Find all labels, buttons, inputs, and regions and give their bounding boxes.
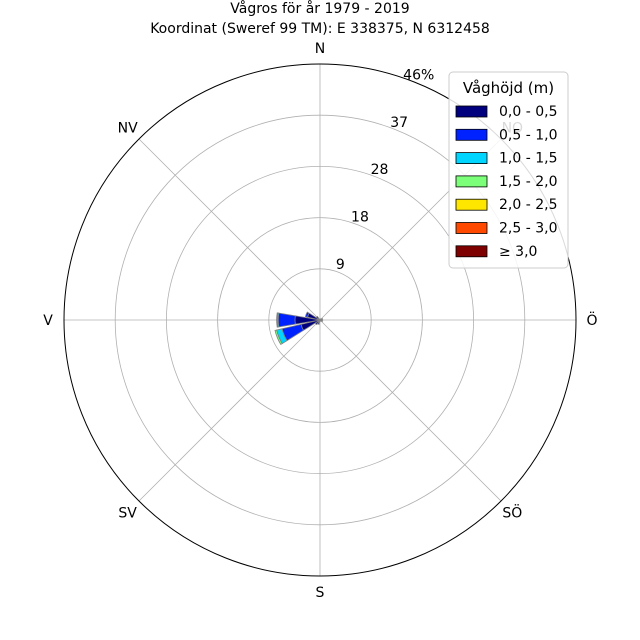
chart-subtitle: Koordinat (Sweref 99 TM): E 338375, N 63…	[150, 21, 490, 37]
sector-bar	[277, 312, 296, 328]
direction-label: NV	[118, 121, 138, 137]
direction-label: V	[43, 313, 53, 329]
legend-swatch	[455, 105, 488, 118]
sector-bar	[276, 312, 279, 328]
direction-label: Ö	[586, 311, 597, 329]
legend-label: ≥ 3,0	[499, 244, 537, 260]
legend-swatch	[455, 128, 488, 141]
legend-label: 1,0 - 1,5	[499, 151, 557, 167]
legend-label: 1,5 - 2,0	[499, 174, 557, 190]
sector-bar	[304, 311, 310, 318]
grid-circle	[217, 217, 423, 423]
legend-label: 2,5 - 3,0	[499, 221, 557, 237]
radial-ticks: 9 18 28 37 46%	[336, 68, 434, 273]
legend-label: 0,0 - 0,5	[499, 104, 557, 120]
grid-circle	[114, 114, 526, 526]
direction-label: SV	[118, 505, 137, 521]
legend-label: 2,0 - 2,5	[499, 197, 557, 213]
radial-tick-label: 18	[351, 210, 369, 226]
direction-label: N	[315, 41, 325, 57]
radial-tick-label: 37	[390, 115, 408, 131]
direction-label: S	[316, 585, 325, 601]
legend-swatch	[455, 198, 488, 211]
radial-tick-label: 46%	[403, 68, 434, 84]
sector-bar	[315, 315, 321, 321]
radial-tick-label: 9	[336, 257, 345, 273]
grid-circle	[268, 268, 372, 372]
chart-title: Vågros för år 1979 - 2019	[230, 0, 409, 17]
legend-swatch	[455, 152, 488, 165]
grid-circle	[165, 165, 475, 475]
wave-sectors	[274, 311, 324, 346]
outer-circle	[63, 63, 577, 577]
legend-swatch	[455, 222, 488, 234]
radial-tick-label: 28	[371, 162, 389, 178]
grid-spoke	[138, 319, 321, 502]
sector-bar	[274, 329, 283, 346]
grid-spoke	[138, 138, 321, 321]
legend-swatch	[455, 175, 488, 188]
legend: Våghöjd (m) 0,0 - 0,5 0,5 - 1,0 1,0 - 1,5 1,…	[448, 71, 569, 269]
polar-grid	[63, 63, 577, 577]
legend-swatch	[455, 245, 488, 258]
direction-label: SÖ	[502, 503, 522, 521]
legend-label: 0,5 - 1,0	[499, 127, 557, 143]
grid-spoke	[319, 319, 502, 502]
legend-title: Våghöjd (m)	[463, 79, 554, 97]
legend-frame	[448, 71, 569, 269]
